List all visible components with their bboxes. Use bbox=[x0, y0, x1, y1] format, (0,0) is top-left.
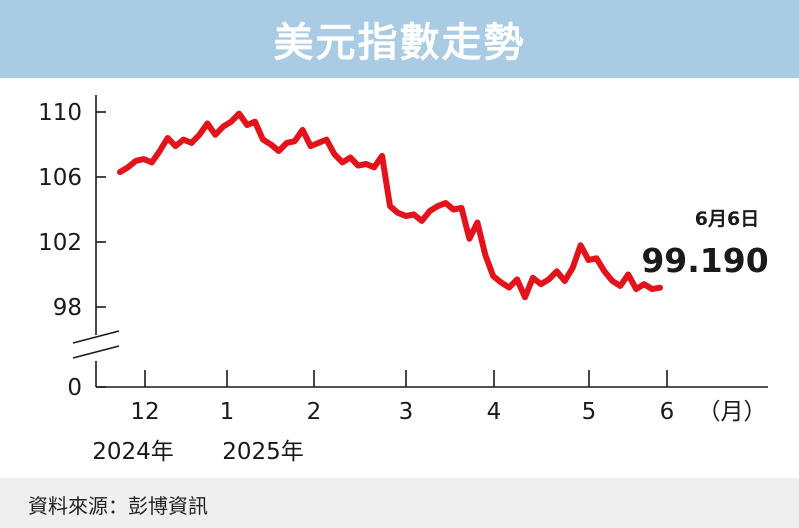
y-tick-label: 0 bbox=[67, 375, 82, 401]
footer: 資料來源：彭博資訊 bbox=[0, 478, 799, 528]
x-tick-label: 4 bbox=[487, 399, 502, 425]
x-tick-label: 6 bbox=[660, 399, 675, 425]
y-tick-label: 102 bbox=[38, 230, 82, 256]
source-note: 資料來源：彭博資訊 bbox=[28, 494, 208, 518]
y-tick-label: 106 bbox=[38, 165, 82, 191]
x-tick-label: 1 bbox=[220, 399, 235, 425]
x-tick-label: 3 bbox=[399, 399, 414, 425]
y-tick-label: 110 bbox=[38, 100, 82, 126]
year-label-2024: 2024年 bbox=[92, 439, 174, 465]
series-line bbox=[117, 110, 663, 301]
annotation-date: 6月6日 bbox=[695, 208, 759, 230]
y-tick-label: 98 bbox=[53, 295, 82, 321]
title-banner: 美元指數走勢 bbox=[0, 0, 799, 78]
axis-break-mark bbox=[60, 330, 130, 361]
x-unit-label: （月） bbox=[698, 399, 767, 425]
axes bbox=[60, 95, 768, 388]
chart-title: 美元指數走勢 bbox=[273, 20, 526, 66]
x-tick-label: 5 bbox=[582, 399, 597, 425]
year-label-2025: 2025年 bbox=[222, 439, 304, 465]
y-ticks: 110 106 102 98 0 bbox=[38, 100, 106, 401]
x-tick-label: 12 bbox=[130, 399, 159, 425]
annotation-value: 99.190 bbox=[641, 241, 768, 280]
x-ticks: 12 1 2 3 4 5 6 bbox=[130, 370, 674, 425]
x-tick-label: 2 bbox=[307, 399, 322, 425]
